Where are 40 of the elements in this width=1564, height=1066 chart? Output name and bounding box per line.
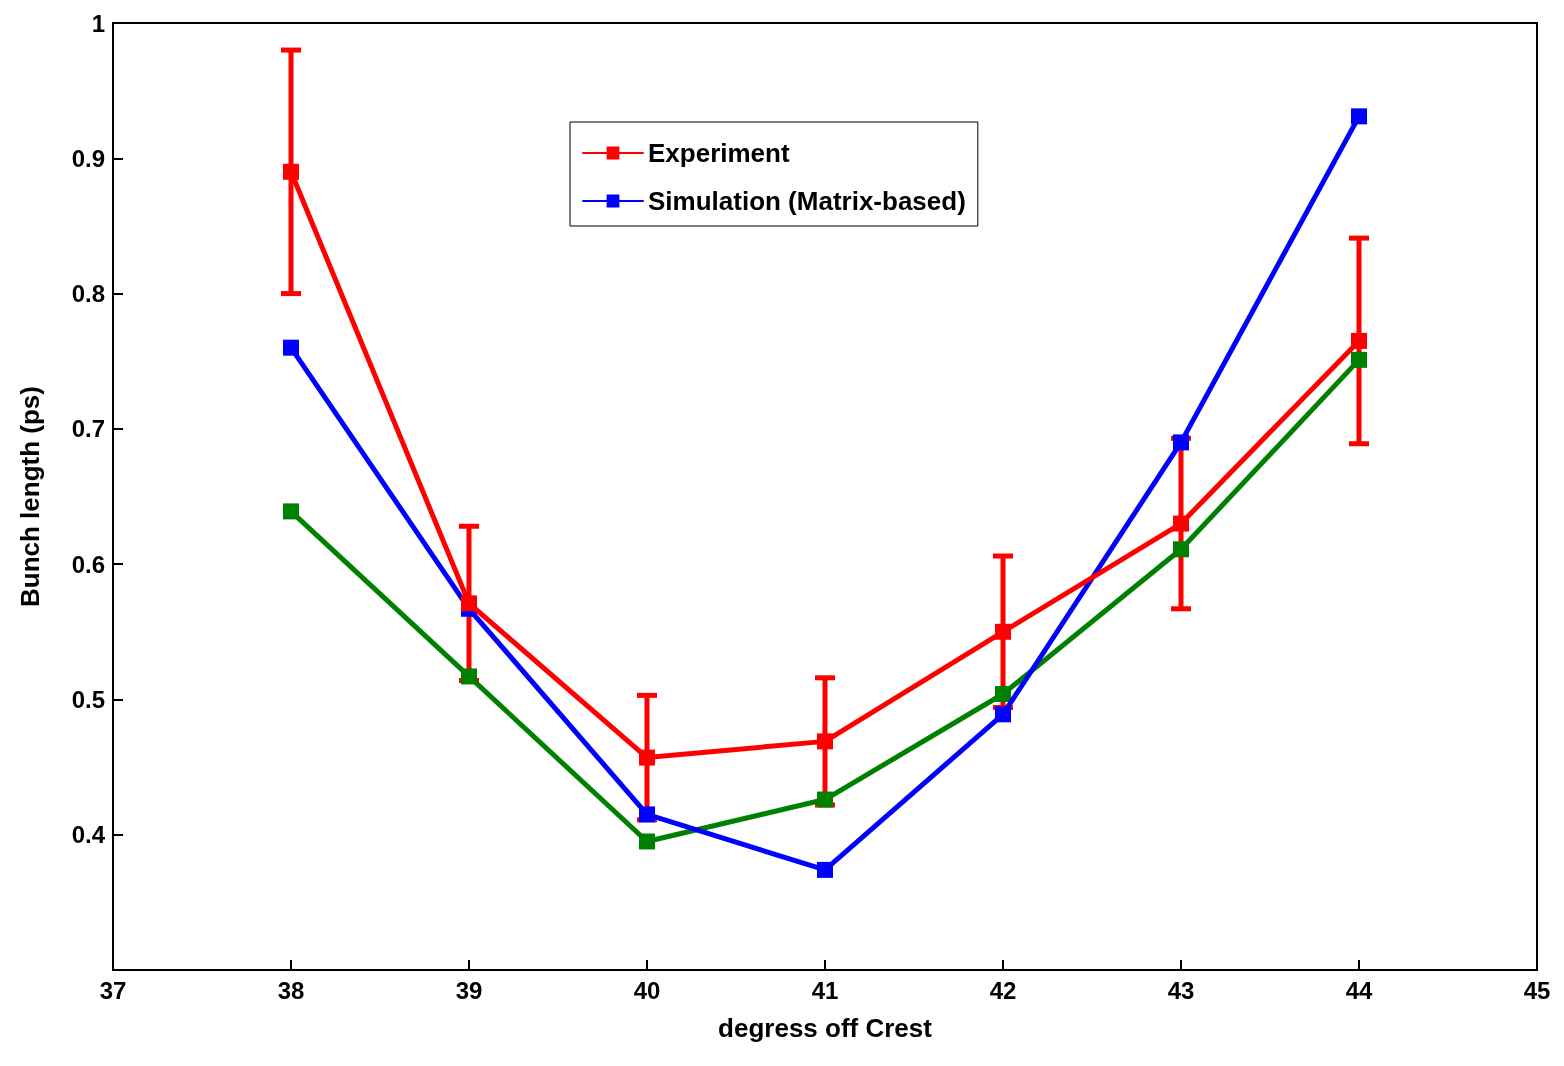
- x-axis-title: degress off Crest: [718, 1013, 933, 1043]
- point: [283, 339, 299, 356]
- x-tick-label: 39: [455, 976, 483, 1004]
- x-tick-label: 37: [99, 976, 127, 1004]
- point: [639, 806, 655, 823]
- point: [817, 733, 833, 750]
- point: [639, 749, 655, 766]
- point: [283, 163, 299, 180]
- point: [995, 706, 1011, 723]
- y-tick-label: 0.9: [71, 144, 105, 172]
- point: [817, 861, 833, 878]
- x-tick-label: 38: [277, 976, 305, 1004]
- x-tick-label: 44: [1345, 976, 1373, 1004]
- legend-label: Experiment: [648, 138, 790, 168]
- legend-label: Simulation (Matrix-based): [648, 186, 966, 216]
- point: [995, 686, 1011, 703]
- point: [1351, 108, 1367, 125]
- y-tick-label: 0.8: [71, 280, 105, 308]
- y-axis-title: Bunch length (ps): [15, 386, 45, 607]
- point: [1351, 332, 1367, 349]
- x-tick-label: 43: [1167, 976, 1195, 1004]
- point: [283, 503, 299, 520]
- point: [995, 623, 1011, 640]
- y-tick-label: 0.6: [71, 550, 105, 578]
- y-tick-label: 0.5: [71, 685, 105, 713]
- x-tick-label: 42: [989, 976, 1017, 1004]
- x-tick-label: 40: [633, 976, 661, 1004]
- point: [1351, 351, 1367, 368]
- point: [639, 833, 655, 850]
- point: [1173, 515, 1189, 532]
- point: [461, 668, 477, 685]
- point: [1173, 541, 1189, 558]
- x-tick-label: 41: [811, 976, 839, 1004]
- point: [1173, 434, 1189, 451]
- x-tick-label: 45: [1523, 976, 1551, 1004]
- y-tick-label: 1: [91, 9, 105, 37]
- point: [817, 791, 833, 808]
- y-tick-label: 0.4: [71, 821, 106, 849]
- y-tick-label: 0.7: [71, 415, 105, 443]
- point: [461, 595, 477, 612]
